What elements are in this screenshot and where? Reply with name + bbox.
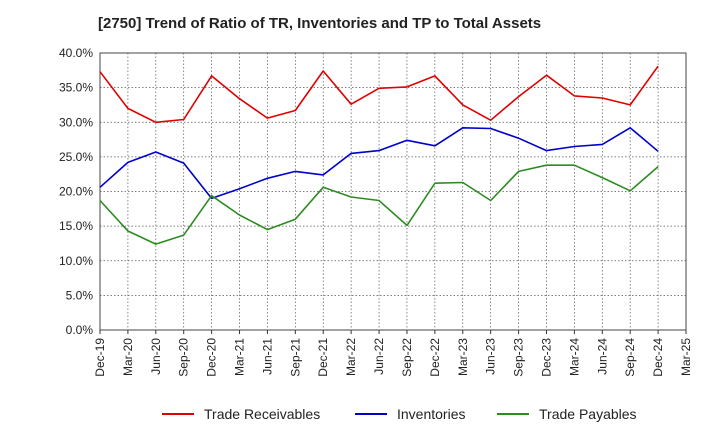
- x-tick-label: Mar-25: [679, 338, 693, 376]
- x-tick-label: Jun-23: [484, 338, 498, 375]
- x-tick-label: Jun-24: [595, 338, 609, 375]
- y-tick-label: 0.0%: [66, 323, 94, 337]
- y-tick-label: 40.0%: [59, 46, 93, 60]
- series-line-trade-receivables: [99, 65, 659, 124]
- y-tick-label: 10.0%: [59, 254, 93, 268]
- y-tick-labels: 0.0% 5.0% 10.0% 15.0% 20.0% 25.0% 30.0% 35.0% 40…: [59, 46, 93, 337]
- x-tick-label: Dec-22: [428, 338, 442, 377]
- grid-lines: [100, 52, 686, 330]
- y-tick-label: 35.0%: [59, 81, 93, 95]
- x-tick-label: Dec-19: [93, 338, 107, 377]
- x-tick-label: Jun-21: [260, 338, 274, 375]
- legend: Trade Receivables Inventories Trade Payabl…: [162, 406, 637, 422]
- x-tick-label: Sep-21: [288, 338, 302, 377]
- y-tick-label: 25.0%: [59, 150, 93, 164]
- axes: [99, 52, 687, 334]
- x-tick-label: Mar-24: [567, 338, 581, 376]
- x-tick-label: Mar-23: [456, 338, 470, 376]
- chart-title: [2750] Trend of Ratio of TR, Inventories…: [98, 15, 542, 32]
- x-tick-label: Sep-20: [177, 338, 191, 377]
- y-tick-label: 20.0%: [59, 185, 93, 199]
- y-tick-label: 5.0%: [66, 288, 94, 302]
- legend-label-inventories: Inventories: [397, 406, 465, 422]
- plot-frame: [99, 52, 687, 331]
- x-tick-label: Mar-21: [233, 338, 247, 376]
- x-tick-label: Dec-24: [651, 338, 665, 377]
- legend-label-trade-receivables: Trade Receivables: [204, 406, 320, 422]
- x-tick-label: Dec-23: [539, 338, 553, 377]
- x-tick-labels: Dec-19 Mar-20 Jun-20 Sep-20 Dec-20 Mar-21 Jun-…: [93, 338, 693, 377]
- x-tick-label: Mar-20: [121, 338, 135, 376]
- x-tick-label: Jun-22: [372, 338, 386, 375]
- y-tick-label: 15.0%: [59, 219, 93, 233]
- series-line-trade-payables: [99, 164, 659, 245]
- legend-label-trade-payables: Trade Payables: [539, 406, 637, 422]
- x-tick-label: Sep-24: [623, 338, 637, 377]
- series-lines: [99, 65, 659, 245]
- x-tick-label: Sep-22: [400, 338, 414, 377]
- x-tick-label: Jun-20: [149, 338, 163, 375]
- series-line-inventories: [99, 127, 659, 200]
- x-tick-label: Mar-22: [344, 338, 358, 376]
- x-tick-label: Dec-21: [316, 338, 330, 377]
- y-tick-label: 30.0%: [59, 115, 93, 129]
- x-tick-label: Sep-23: [512, 338, 526, 377]
- x-tick-label: Dec-20: [205, 338, 219, 377]
